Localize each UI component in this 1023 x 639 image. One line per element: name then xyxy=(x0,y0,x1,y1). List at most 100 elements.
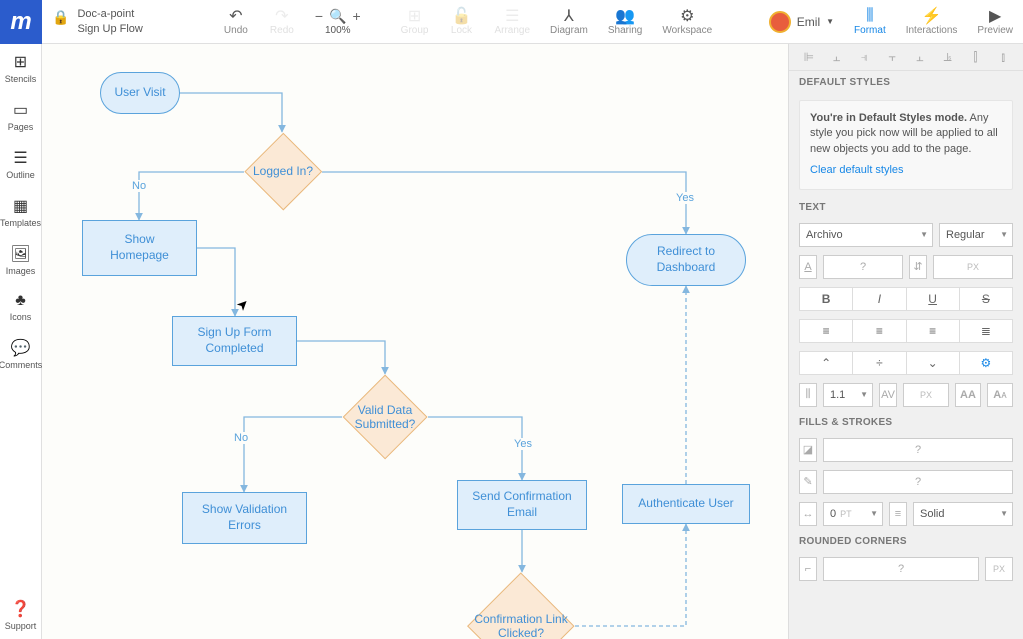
sidebar-images[interactable]: 🖼Images xyxy=(0,236,41,284)
flowchart-node-user_visit[interactable]: User Visit xyxy=(100,72,180,114)
font-family-select[interactable]: Archivo▼ xyxy=(799,223,933,247)
diagram-button[interactable]: ⅄Diagram xyxy=(540,3,598,40)
play-icon: ▶ xyxy=(989,7,1001,25)
stroke-swatch[interactable]: ✎ xyxy=(799,470,817,494)
align-left-button[interactable]: ⊫ xyxy=(795,48,823,66)
align-right-button[interactable]: ⫣ xyxy=(851,48,879,66)
valign-top-button[interactable]: ⌃ xyxy=(799,351,853,375)
lock-button[interactable]: 🔓Lock xyxy=(438,3,484,40)
flowchart-edge[interactable] xyxy=(297,341,385,374)
flowchart-node-logged_in[interactable]: Logged In? xyxy=(244,132,322,210)
edge-label: Yes xyxy=(512,438,534,450)
flowchart-node-redirect[interactable]: Redirect to Dashboard xyxy=(626,234,746,286)
doc-subtitle[interactable]: Sign Up Flow xyxy=(77,22,142,36)
format-panel: ⊫ ⫠ ⫣ ⫟ ⫠ ⫡ ⫿ ⫾ DEFAULT STYLES You're in… xyxy=(788,44,1023,639)
text-align-justify-button[interactable]: ≣ xyxy=(960,319,1013,343)
outline-icon: ☰ xyxy=(13,148,27,168)
text-align-right-button[interactable]: ≡ xyxy=(907,319,960,343)
sharing-icon: 👥 xyxy=(615,7,635,25)
fill-input[interactable]: ? xyxy=(823,438,1013,462)
flowchart-edge[interactable] xyxy=(180,93,282,132)
flowchart-edge[interactable] xyxy=(322,172,686,234)
format-tab[interactable]: ⫼Format xyxy=(844,3,896,40)
valign-middle-button[interactable]: ÷ xyxy=(853,351,906,375)
flowchart-node-show_homepage[interactable]: Show Homepage xyxy=(82,220,197,276)
align-top-button[interactable]: ⫟ xyxy=(878,48,906,66)
flowchart-node-conf_clicked[interactable]: Confirmation Link Clicked? xyxy=(467,572,575,639)
stroke-style-icon: ≡ xyxy=(889,502,907,526)
sharing-button[interactable]: 👥Sharing xyxy=(598,3,652,40)
corner-icon[interactable]: ⌐ xyxy=(799,557,817,581)
sidebar-comments[interactable]: 💬Comments xyxy=(0,330,41,378)
flowchart-node-valid_data[interactable]: Valid Data Submitted? xyxy=(342,374,428,460)
group-button[interactable]: ⊞Group xyxy=(391,3,439,40)
sidebar-outline[interactable]: ☰Outline xyxy=(0,140,41,188)
stroke-width-input[interactable]: 0PT▼ xyxy=(823,502,883,526)
default-styles-info: You're in Default Styles mode. Any style… xyxy=(799,100,1013,190)
distribute-v-button[interactable]: ⫾ xyxy=(989,48,1017,66)
distribute-h-button[interactable]: ⫿ xyxy=(962,48,990,66)
bold-button[interactable]: B xyxy=(799,287,853,311)
line-height-input[interactable]: 1.1▼ xyxy=(823,383,873,407)
workspace-button[interactable]: ⚙Workspace xyxy=(652,3,722,40)
italic-button[interactable]: I xyxy=(853,287,906,311)
valign-bottom-button[interactable]: ⌄ xyxy=(907,351,960,375)
diagram-icon: ⅄ xyxy=(564,7,574,25)
fill-swatch[interactable]: ◪ xyxy=(799,438,817,462)
underline-button[interactable]: U xyxy=(907,287,960,311)
text-color-swatch[interactable]: A xyxy=(799,255,817,279)
font-weight-select[interactable]: Regular▼ xyxy=(939,223,1013,247)
text-size-input[interactable]: PX xyxy=(933,255,1013,279)
uppercase-button[interactable]: AA xyxy=(955,383,981,407)
text-align-center-button[interactable]: ≡ xyxy=(853,319,906,343)
flowchart-node-auth_user[interactable]: Authenticate User xyxy=(622,484,750,524)
smallcaps-button[interactable]: Aᴀ xyxy=(987,383,1013,407)
align-middle-button[interactable]: ⫠ xyxy=(906,48,934,66)
arrange-button[interactable]: ☰Arrange xyxy=(484,3,540,40)
text-section-title: TEXT xyxy=(789,196,1023,219)
templates-icon: ▦ xyxy=(13,196,28,216)
letter-spacing-input[interactable]: PX xyxy=(903,383,949,407)
align-bottom-button[interactable]: ⫡ xyxy=(934,48,962,66)
flowchart-node-send_email[interactable]: Send Confirmation Email xyxy=(457,480,587,530)
images-icon: 🖼 xyxy=(10,244,30,264)
stroke-width-icon: ↔ xyxy=(799,502,817,526)
edge-label: Yes xyxy=(674,192,696,204)
comments-icon: 💬 xyxy=(11,338,31,358)
workspace-icon: ⚙ xyxy=(680,7,694,25)
text-align-left-button[interactable]: ≡ xyxy=(799,319,853,343)
doc-info: 🔒 Doc-a-point Sign Up Flow xyxy=(42,2,153,41)
text-settings-button[interactable]: ⚙ xyxy=(960,351,1013,375)
sidebar-pages[interactable]: ▭Pages xyxy=(0,92,41,140)
zoom-control[interactable]: −🔍+ 100% xyxy=(305,4,371,40)
sidebar-stencils[interactable]: ⊞Stencils xyxy=(0,44,41,92)
canvas[interactable]: User Visit Logged In? Show Homepage Sign Up… xyxy=(42,44,788,639)
app-logo[interactable]: m xyxy=(0,0,42,44)
user-menu[interactable]: Emil▼ xyxy=(759,11,844,33)
stroke-style-select[interactable]: Solid▼ xyxy=(913,502,1013,526)
letter-spacing-icon: AV xyxy=(879,383,897,407)
bolt-icon: ⚡ xyxy=(922,7,942,25)
lock-icon: 🔓 xyxy=(452,7,472,25)
doc-title[interactable]: Doc-a-point xyxy=(77,7,142,21)
group-icon: ⊞ xyxy=(408,7,421,25)
flowchart-node-signup_form[interactable]: Sign Up Form Completed xyxy=(172,316,297,366)
clear-styles-link[interactable]: Clear default styles xyxy=(810,163,1002,178)
undo-button[interactable]: ↶Undo xyxy=(213,3,259,40)
interactions-tab[interactable]: ⚡Interactions xyxy=(896,3,968,40)
align-center-button[interactable]: ⫠ xyxy=(823,48,851,66)
corner-input[interactable]: ? xyxy=(823,557,979,581)
redo-button[interactable]: ↷Redo xyxy=(259,3,305,40)
format-icon: ⫼ xyxy=(866,7,873,25)
stroke-input[interactable]: ? xyxy=(823,470,1013,494)
text-color-input[interactable]: ? xyxy=(823,255,903,279)
strike-button[interactable]: S xyxy=(960,287,1013,311)
flowchart-edge[interactable] xyxy=(197,248,235,316)
topbar: m 🔒 Doc-a-point Sign Up Flow ↶Undo ↷Redo… xyxy=(0,0,1023,44)
sidebar-templates[interactable]: ▦Templates xyxy=(0,188,41,236)
preview-tab[interactable]: ▶Preview xyxy=(967,3,1023,40)
sidebar-icons[interactable]: ♣Icons xyxy=(0,284,41,330)
edge-label: No xyxy=(130,180,148,192)
sidebar-support[interactable]: ❓Support xyxy=(0,591,41,639)
flowchart-node-show_errors[interactable]: Show Validation Errors xyxy=(182,492,307,544)
